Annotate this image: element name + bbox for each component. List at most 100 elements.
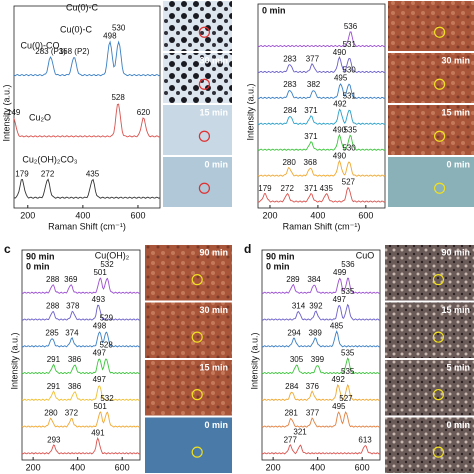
spectrum bbox=[261, 444, 381, 455]
peak-label: 272 bbox=[281, 184, 295, 193]
peak-label: 277 bbox=[284, 435, 298, 444]
peak-label: 384 bbox=[307, 275, 321, 284]
micrograph bbox=[385, 417, 474, 473]
annotation: CuO bbox=[356, 250, 375, 260]
y-axis-label: Intensity (a.u.) bbox=[9, 332, 19, 389]
marker-circle bbox=[198, 26, 210, 38]
photo-label: 0 min bbox=[204, 420, 228, 430]
peak-label: 532 bbox=[100, 394, 114, 403]
peak-label: 392 bbox=[309, 302, 323, 311]
peak-label: 501 bbox=[93, 268, 107, 277]
micrograph bbox=[388, 105, 474, 155]
marker-circle bbox=[191, 274, 203, 286]
spectrum bbox=[261, 411, 381, 428]
peak-label: 382 bbox=[307, 80, 321, 89]
peak-label: 369 bbox=[64, 275, 78, 284]
peak-label: 497 bbox=[93, 375, 107, 384]
x-tick-label: 600 bbox=[355, 462, 370, 472]
peak-label: 531 bbox=[343, 40, 357, 49]
peak-label: 435 bbox=[320, 184, 334, 193]
peak-label: 490 bbox=[333, 48, 347, 57]
peak-label: 485 bbox=[330, 322, 344, 331]
plot-frame bbox=[261, 249, 381, 461]
photo-label: 15 min bbox=[199, 107, 228, 117]
spectrum bbox=[21, 358, 141, 375]
peak-label: 492 bbox=[333, 100, 347, 109]
spectrum bbox=[21, 331, 141, 348]
peak-label: 498 bbox=[103, 31, 117, 40]
marker-circle bbox=[434, 130, 446, 142]
peak-label: 527 bbox=[342, 177, 356, 186]
peak-label: 529 bbox=[100, 314, 114, 323]
x-tick-label: 600 bbox=[358, 210, 373, 220]
micrograph bbox=[388, 1, 474, 51]
marker-circle bbox=[198, 182, 210, 194]
peak-label: 527 bbox=[339, 394, 353, 403]
legend-entry: 90 min bbox=[266, 251, 295, 261]
peak-label: 490 bbox=[333, 126, 347, 135]
peak-label: 495 bbox=[334, 74, 348, 83]
photo-label: 30 min bbox=[199, 305, 228, 315]
peak-label: 491 bbox=[91, 429, 105, 438]
legend-entry: 0 min bbox=[26, 261, 50, 271]
spectrum bbox=[261, 330, 381, 348]
plot-frame bbox=[13, 5, 161, 209]
peak-label: 305 bbox=[290, 355, 304, 364]
peak-label: 368 (P2) bbox=[59, 47, 90, 56]
micrograph bbox=[145, 302, 232, 358]
marker-circle bbox=[434, 182, 446, 194]
peak-label: 372 bbox=[65, 409, 79, 418]
spectrum bbox=[21, 436, 141, 455]
photo-label: 15 min bbox=[441, 107, 470, 117]
peak-label: 531 bbox=[343, 92, 357, 101]
peak-label: 283 (P1) bbox=[35, 47, 66, 56]
micrograph bbox=[145, 360, 232, 416]
x-tick-label: 600 bbox=[130, 210, 145, 220]
peak-label: 613 bbox=[358, 435, 372, 444]
micrograph bbox=[163, 1, 232, 51]
peak-label: 378 bbox=[66, 302, 80, 311]
photo-label: 30 min bbox=[441, 55, 470, 65]
spectrum bbox=[257, 133, 386, 151]
peak-label: 535 bbox=[341, 348, 355, 357]
photo-label: 0 min bbox=[446, 420, 470, 430]
micrograph bbox=[163, 53, 232, 103]
spectrum bbox=[257, 159, 386, 177]
peak-label: 377 bbox=[306, 409, 320, 418]
peak-label: 321 bbox=[293, 427, 307, 436]
peak-label: 284 bbox=[285, 382, 299, 391]
micrograph bbox=[385, 245, 474, 301]
spectrum bbox=[261, 303, 381, 321]
annotation: Cu(0)-C bbox=[66, 2, 99, 12]
peak-label: 499 bbox=[333, 268, 347, 277]
annotation: Cu(0)-CO bbox=[20, 40, 59, 50]
peak-label: 498 bbox=[93, 322, 107, 331]
annotation: Cu₂(OH)₂CO₃ bbox=[22, 154, 77, 164]
micrograph bbox=[145, 417, 232, 473]
peak-label: 371 bbox=[304, 106, 318, 115]
photo-label: 15 min bbox=[441, 305, 470, 315]
peak-label: 374 bbox=[65, 328, 79, 337]
peak-label: 492 bbox=[331, 375, 345, 384]
x-tick-label: 600 bbox=[115, 462, 130, 472]
peak-label: 497 bbox=[93, 348, 107, 357]
peak-label: 501 bbox=[93, 402, 107, 411]
marker-circle bbox=[432, 331, 444, 343]
plot-frame bbox=[257, 3, 386, 209]
peak-label: 389 bbox=[309, 328, 323, 337]
x-tick-label: 200 bbox=[262, 210, 277, 220]
peak-label: 291 bbox=[47, 382, 61, 391]
x-tick-label: 200 bbox=[26, 462, 41, 472]
peak-label: 314 bbox=[292, 302, 306, 311]
peak-label: 536 bbox=[341, 260, 355, 269]
spectrum bbox=[261, 384, 381, 401]
peak-label: 377 bbox=[306, 54, 320, 63]
peak-label: 535 bbox=[344, 126, 358, 135]
marker-circle bbox=[434, 78, 446, 90]
y-axis-label: Intensity (a.u.) bbox=[245, 83, 255, 140]
peak-label: 272 bbox=[41, 169, 55, 178]
micrograph bbox=[163, 157, 232, 207]
micrograph bbox=[385, 302, 474, 358]
x-axis-label: Raman Shift (cm⁻¹) bbox=[283, 221, 361, 231]
x-tick-label: 400 bbox=[75, 210, 90, 220]
